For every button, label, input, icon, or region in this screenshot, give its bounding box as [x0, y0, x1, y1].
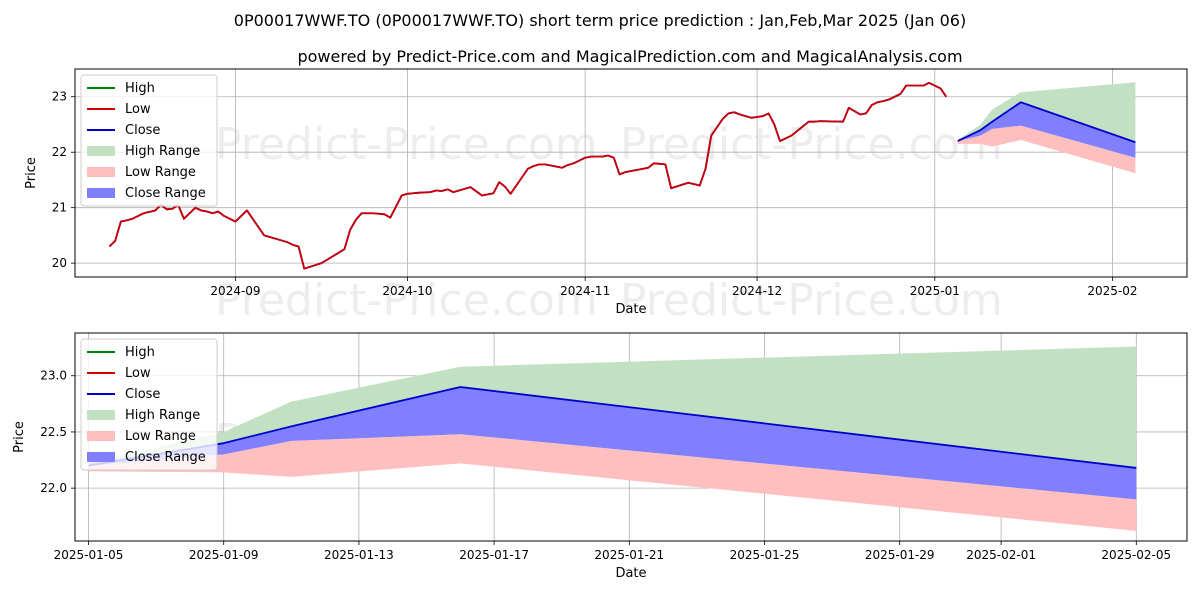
legend-label: Low Range: [125, 429, 196, 444]
x-tick-label: 2024-12: [732, 284, 782, 298]
legend-label: High Range: [125, 144, 200, 159]
x-tick-label: 2025-01-21: [594, 548, 664, 562]
y-tick-label: 22: [52, 145, 67, 159]
legend: High Low Close High Range Low Range Close Ran…: [80, 74, 218, 207]
legend-patch-swatch: [87, 410, 115, 420]
watermark-text: Predict-Price.com: [620, 119, 1003, 170]
x-tick-label: 2025-01-17: [459, 548, 529, 562]
x-tick-label: 2025-01-25: [730, 548, 800, 562]
watermark-text: Predict-Price.com: [215, 275, 598, 326]
close-forecast-line: [957, 101, 1136, 144]
close-history-line: [108, 81, 947, 270]
y-tick-label: 23.0: [40, 369, 67, 383]
x-axis-label: Date: [615, 566, 646, 581]
x-tick-label: 2025-02: [1087, 284, 1137, 298]
y-tick-label: 21: [52, 201, 67, 215]
x-tick-label: 2024-10: [382, 284, 432, 298]
legend-label: Close Range: [125, 186, 206, 201]
plot-frame: [74, 68, 1188, 278]
y-tick-label: 22.5: [40, 425, 67, 439]
plot-frame: [74, 332, 1188, 542]
lower-chart-panel: Predict-Price.comPredict-Price.com2025-0…: [12, 332, 1188, 581]
low-range-band: [957, 125, 1136, 174]
x-tick-label: 2025-01-13: [324, 548, 394, 562]
y-tick-label: 20: [52, 256, 67, 270]
legend-label: High Range: [125, 408, 200, 423]
y-tick-label: 22.0: [40, 481, 67, 495]
legend-label: Low: [125, 366, 151, 381]
low-range-band: [88, 434, 1137, 531]
y-tick-label: 23: [52, 90, 67, 104]
close-range-band: [957, 102, 1136, 158]
grid-lines: [75, 69, 1187, 277]
legend-patch-swatch: [87, 431, 115, 441]
y-axis-label: Price: [12, 421, 27, 453]
x-tick-label: 2025-01-05: [54, 548, 124, 562]
x-tick-label: 2025-02-01: [966, 548, 1036, 562]
x-axis-label: Date: [615, 302, 646, 317]
watermark-text: Predict-Price.com: [215, 119, 598, 170]
legend-patch-swatch: [87, 167, 115, 177]
legend-patch-swatch: [87, 146, 115, 156]
legend-label: Low: [125, 102, 151, 117]
low-history-line: [108, 81, 947, 270]
x-tick-label: 2025-01-09: [189, 548, 259, 562]
chart-title: 0P00017WWF.TO (0P00017WWF.TO) short term…: [234, 11, 966, 30]
x-tick-label: 2025-01-29: [865, 548, 935, 562]
watermark-group: Predict-Price.com Predict-Price.com Predic…: [215, 119, 1003, 326]
legend-label: Low Range: [125, 165, 196, 180]
close-range-band: [88, 386, 1137, 500]
chart-subtitle: powered by Predict-Price.com and Magical…: [297, 47, 962, 66]
legend-label: Close: [125, 123, 160, 138]
legend-label: Close: [125, 387, 160, 402]
y-axis-label: Price: [24, 157, 39, 189]
legend: High Low Close High Range Low Range Close Ran…: [80, 338, 218, 471]
x-tick-label: 2024-11: [560, 284, 610, 298]
x-tick-label: 2025-01: [910, 284, 960, 298]
watermark-text: Predict-Price.com: [620, 275, 1003, 326]
legend-label: High: [125, 81, 155, 96]
legend-label: Close Range: [125, 450, 206, 465]
upper-chart-panel: Predict-Price.com Predict-Price.com Predic…: [24, 68, 1188, 326]
x-tick-label: 2025-02-05: [1101, 548, 1171, 562]
legend-label: High: [125, 345, 155, 360]
legend-patch-swatch: [87, 188, 115, 198]
legend-patch-swatch: [87, 452, 115, 462]
x-tick-label: 2024-09: [210, 284, 260, 298]
